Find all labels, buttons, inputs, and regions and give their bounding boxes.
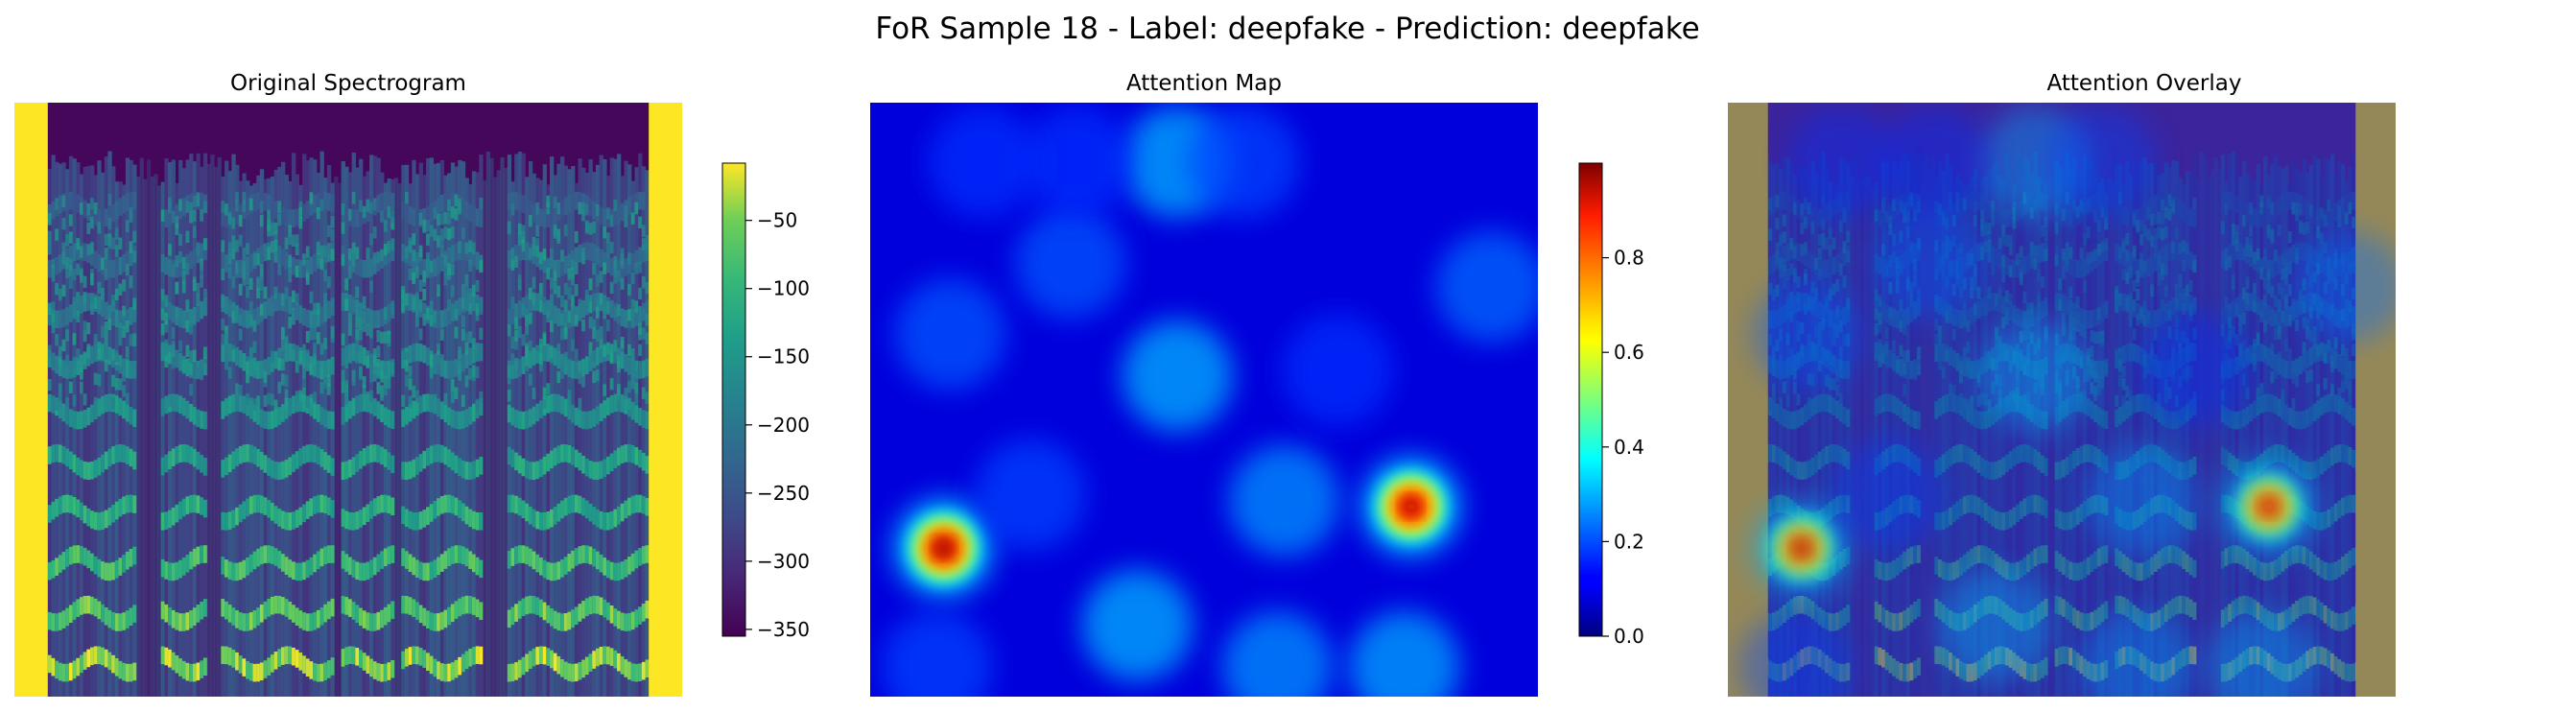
attention-hotspot <box>1879 106 1991 218</box>
attention-hotspot <box>1282 314 1394 426</box>
attention-hotspot <box>881 611 993 697</box>
spectrogram-colorbar: −50 −100 −150 −200 −250 −300 −350 <box>721 162 810 641</box>
attention-hotspot <box>1752 278 1864 391</box>
attention-hotspot <box>2293 230 2396 343</box>
attention-map-title: Attention Map <box>1126 71 1282 96</box>
attention-hotspot <box>1122 320 1234 432</box>
attention-colorbar-tick-label: 0.2 <box>1614 530 1644 553</box>
attention-hotspot <box>2079 611 2191 697</box>
spectrogram-colorbar-tick-label: −300 <box>757 550 810 573</box>
attention-hotspot <box>1081 569 1193 681</box>
attention-colorbar-tick-label: 0.8 <box>1614 247 1644 270</box>
attention-colorbar-tick-label: 0.4 <box>1614 436 1644 459</box>
attention-hotspot <box>1435 230 1538 343</box>
attention-hotspot <box>2086 444 2198 557</box>
attention-hotspot <box>2045 106 2158 218</box>
spectrogram-colorbar-gradient <box>721 162 746 637</box>
attention-overlay-title: Attention Overlay <box>2047 71 2242 96</box>
attention-hotspot <box>2139 314 2252 426</box>
figure-title: FoR Sample 18 - Label: deepfake - Predic… <box>875 12 1699 46</box>
attention-hotspot <box>928 106 1040 218</box>
attention-colorbar: 0.0 0.2 0.4 0.6 0.8 <box>1578 162 1644 648</box>
attention-map-image <box>870 103 1538 697</box>
attention-hotspot <box>1785 106 1898 218</box>
attention-hotspot <box>894 278 1006 391</box>
attention-hotspot <box>1979 320 2092 432</box>
attention-colorbar-tick-label: 0.6 <box>1614 341 1644 364</box>
spectrogram-colorbar-tick-label: −150 <box>757 345 810 368</box>
attention-overlay-image <box>1728 103 2396 697</box>
attention-hotspot <box>1014 207 1126 320</box>
attention-hotspot <box>1832 439 1945 551</box>
attention-colorbar-tick-label: 0.0 <box>1614 625 1644 648</box>
spectrogram-colorbar-tick-label: −350 <box>757 618 810 641</box>
attention-hotspot <box>975 439 1087 551</box>
attention-hotspot <box>1939 569 2051 681</box>
spectrogram-title: Original Spectrogram <box>230 71 466 96</box>
attention-hotspot <box>1188 106 1300 218</box>
spectrogram-colorbar-tick-label: −100 <box>757 277 810 300</box>
attention-hotspot <box>1228 444 1340 557</box>
spectrogram-colorbar-tick-label: −50 <box>757 209 797 232</box>
attention-hotspot <box>1738 611 1851 697</box>
spectrogram-image <box>14 103 682 697</box>
spectrogram-colorbar-tick-label: −200 <box>757 414 810 437</box>
attention-hotspot <box>1348 611 1460 697</box>
attention-hotspot <box>1872 207 1984 320</box>
attention-colorbar-gradient <box>1578 162 1603 637</box>
attention-hotspot <box>1221 611 1334 697</box>
attention-hotspot <box>2206 611 2318 697</box>
spectrogram-colorbar-tick-label: −250 <box>757 482 810 505</box>
attention-hotspot <box>1021 106 1133 218</box>
